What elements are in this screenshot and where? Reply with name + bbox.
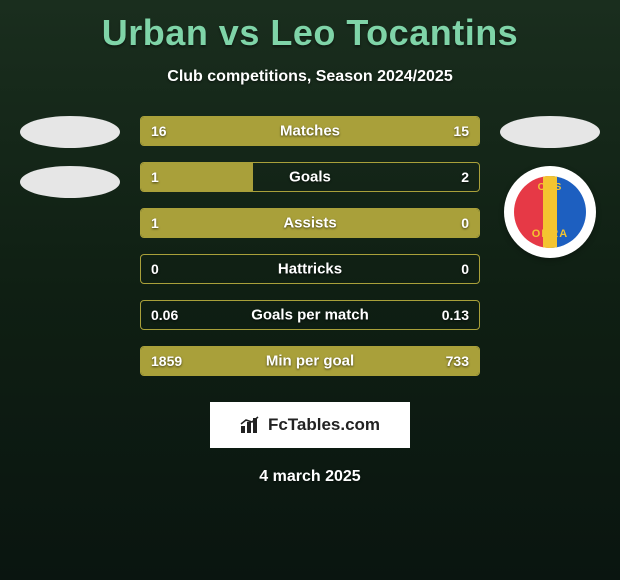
stat-value-right: 0.13 — [442, 307, 469, 323]
stat-value-right: 2 — [461, 169, 469, 185]
club-badge: OKS ODRA — [504, 166, 596, 258]
right-player-avatars: OKS ODRA — [500, 116, 600, 258]
stat-value-right: 15 — [453, 123, 469, 139]
stat-label: Goals — [289, 169, 331, 186]
badge-top-text: OKS — [514, 182, 586, 193]
stat-row: 1859 733 Min per goal — [140, 346, 480, 376]
footer-label: FcTables.com — [268, 415, 380, 435]
chart-icon — [240, 416, 262, 434]
stat-row: 1 0 Assists — [140, 208, 480, 238]
stat-label: Min per goal — [266, 353, 354, 370]
stat-value-right: 0 — [461, 261, 469, 277]
page-title: Urban vs Leo Tocantins — [0, 12, 620, 54]
stat-value-left: 1 — [151, 215, 159, 231]
avatar-placeholder — [20, 166, 120, 198]
stat-row: 1 2 Goals — [140, 162, 480, 192]
comparison-area: 16 15 Matches 1 2 Goals 1 0 Assists 0 0 Hattricks 0.… — [0, 116, 620, 376]
stat-value-left: 1 — [151, 169, 159, 185]
subtitle: Club competitions, Season 2024/2025 — [0, 68, 620, 86]
footer-logo: FcTables.com — [210, 402, 410, 448]
stat-value-right: 0 — [461, 215, 469, 231]
stat-row: 16 15 Matches — [140, 116, 480, 146]
stat-label: Matches — [280, 123, 340, 140]
comparison-card: Urban vs Leo Tocantins Club competitions… — [0, 0, 620, 486]
stat-row: 0.06 0.13 Goals per match — [140, 300, 480, 330]
bar-gap — [253, 163, 479, 191]
stat-value-left: 0 — [151, 261, 159, 277]
stat-row: 0 0 Hattricks — [140, 254, 480, 284]
avatar-placeholder — [20, 116, 120, 148]
stat-value-left: 16 — [151, 123, 167, 139]
date-label: 4 march 2025 — [0, 468, 620, 486]
stat-label: Assists — [283, 215, 336, 232]
stat-label: Hattricks — [278, 261, 342, 278]
club-badge-inner: OKS ODRA — [514, 176, 586, 248]
stat-value-right: 733 — [446, 353, 469, 369]
stat-value-left: 1859 — [151, 353, 182, 369]
stat-value-left: 0.06 — [151, 307, 178, 323]
stat-bars: 16 15 Matches 1 2 Goals 1 0 Assists 0 0 Hattricks 0.… — [140, 116, 480, 376]
left-player-avatars — [20, 116, 120, 198]
avatar-placeholder — [500, 116, 600, 148]
badge-bottom-text: ODRA — [514, 228, 586, 240]
stat-label: Goals per match — [251, 307, 369, 324]
